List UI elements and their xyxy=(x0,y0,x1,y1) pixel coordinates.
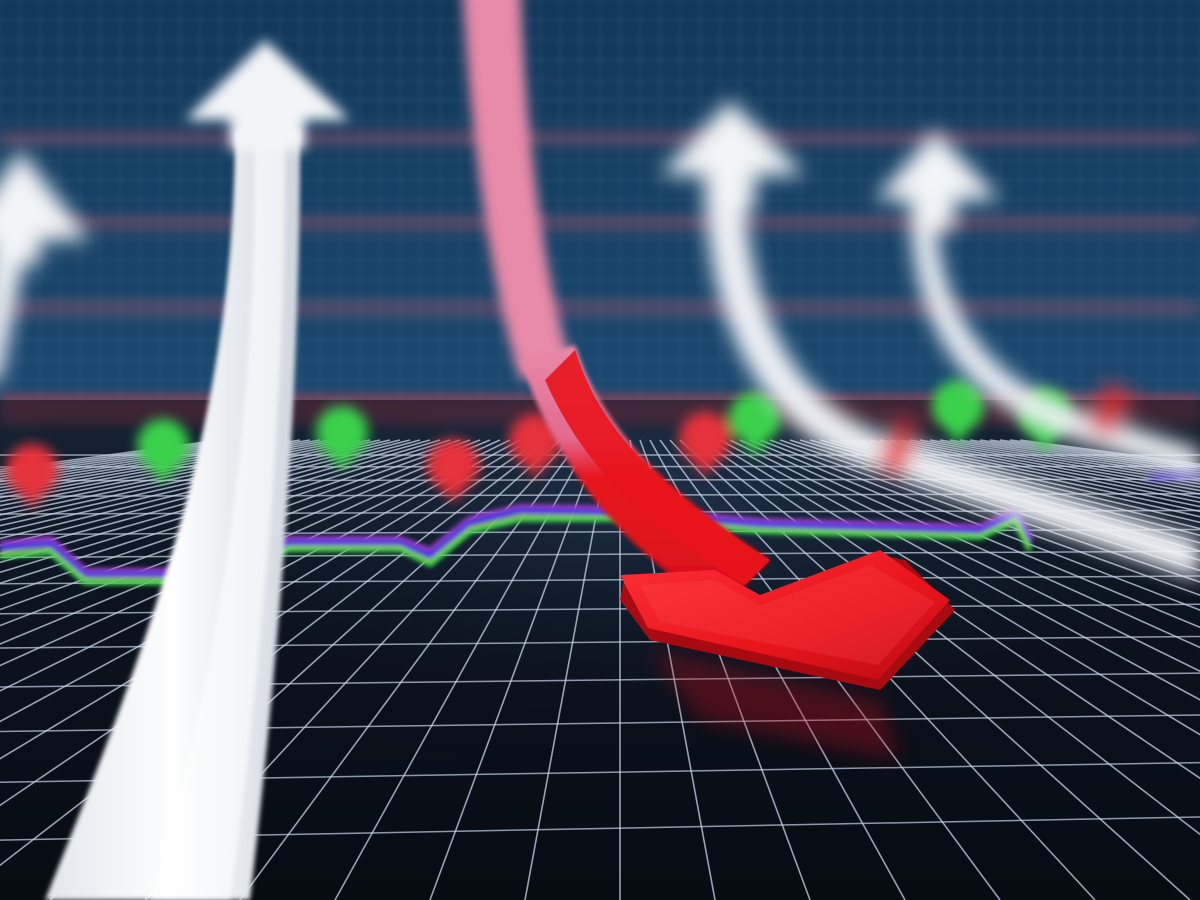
floor-grid-vline xyxy=(679,439,1191,900)
marker-tip xyxy=(143,457,183,483)
line-chart-blue xyxy=(0,508,1033,578)
marker-red xyxy=(427,439,479,503)
arrow-reflection xyxy=(650,650,900,760)
arrow-shaft xyxy=(910,200,1200,480)
wall-red-band xyxy=(0,215,1200,231)
white-up-arrow-far-right xyxy=(875,130,1200,480)
white-up-arrow-far-left xyxy=(0,150,90,380)
marker-red xyxy=(6,444,58,508)
marker-tip xyxy=(322,444,362,470)
arrow-head xyxy=(660,100,805,210)
white-up-arrow-left xyxy=(45,40,350,900)
line-chart-green xyxy=(0,516,1033,585)
marker-tip xyxy=(735,430,775,456)
marker-green xyxy=(316,406,368,470)
floor-grid-vline xyxy=(0,439,521,723)
arrow-shaft xyxy=(705,180,1200,580)
line-chart-yellow xyxy=(0,514,1031,579)
arrow-shaft-pink xyxy=(463,0,570,380)
marker-red xyxy=(679,412,731,476)
white-up-arrow-right xyxy=(660,100,1200,580)
wall-red-band xyxy=(0,130,1200,146)
floor-grid-vline xyxy=(0,439,431,564)
floor-grid-vline xyxy=(759,439,1200,611)
marker-green xyxy=(729,392,781,456)
marker-tip xyxy=(433,477,473,503)
arrow-head xyxy=(185,40,350,150)
floor-grid-vline xyxy=(0,439,371,521)
floor-grid-vline xyxy=(689,439,1200,836)
arrow-head xyxy=(0,150,90,265)
floor-grid-vline xyxy=(719,439,1200,701)
line-chart xyxy=(0,465,1200,585)
floor-grid-vline xyxy=(0,439,421,555)
floor-grid-vline xyxy=(769,439,1200,596)
floor-grid-vline xyxy=(729,439,1200,673)
floor-grid-vline xyxy=(0,439,501,667)
floor-grid-vline xyxy=(749,439,1200,629)
floor-grid-vline xyxy=(0,439,491,645)
floor-grid-vline xyxy=(699,439,1200,780)
arrow-shaft-highlight xyxy=(150,140,285,900)
floor-grid-vline xyxy=(0,439,411,547)
marker-green xyxy=(137,419,189,483)
marker-tip xyxy=(12,482,52,508)
marker-tip xyxy=(515,452,555,478)
floor-grid-vline xyxy=(849,439,1200,524)
floor-grid-vline xyxy=(0,439,381,527)
arrow-head xyxy=(620,550,950,680)
red-down-arrow-center xyxy=(463,0,955,760)
marker-red xyxy=(509,414,561,478)
wall-grid xyxy=(0,0,1200,421)
marker-tip xyxy=(685,450,725,476)
floor-grid-vline xyxy=(839,439,1200,530)
floor-grid-vline xyxy=(739,439,1200,649)
arrow-head xyxy=(875,130,1000,230)
arrow-band xyxy=(876,416,922,478)
arrow-head-highlight xyxy=(640,565,935,665)
arrow-shaft-red-core xyxy=(545,350,770,585)
floor-grid-vline xyxy=(0,439,401,540)
marker-green xyxy=(932,380,984,444)
marker-tip xyxy=(938,418,978,444)
floor-grid-vline xyxy=(0,439,511,692)
arrow-shaft xyxy=(0,240,25,380)
floor-grid-vline xyxy=(709,439,1200,736)
wall-red-band xyxy=(0,300,1200,316)
floor-grid-vline xyxy=(0,439,391,533)
arrow-band xyxy=(1085,381,1135,439)
